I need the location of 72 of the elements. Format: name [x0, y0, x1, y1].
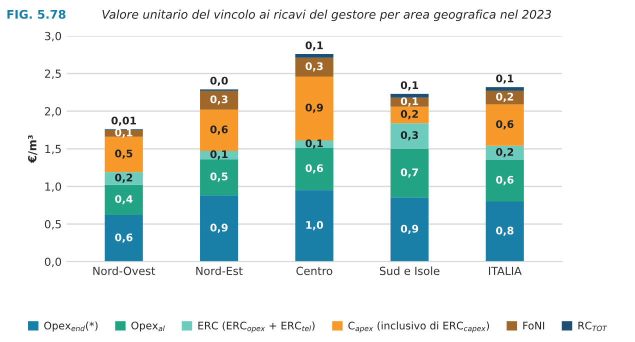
data-label: 0,5: [210, 172, 228, 182]
x-tick-label: Sud e Isole: [380, 266, 440, 276]
bar: [390, 94, 429, 98]
x-tick-label: Centro: [296, 266, 332, 276]
bar: [390, 198, 429, 262]
data-label: 0,3: [210, 95, 228, 105]
legend-label: FoNI: [523, 322, 544, 330]
data-label: 0,1: [400, 81, 418, 90]
y-tick-label: 2,5: [44, 70, 61, 80]
data-label: 0,9: [210, 224, 228, 233]
data-label: 0,5: [115, 150, 132, 159]
y-tick-label: 0,5: [44, 220, 61, 230]
bar: [486, 87, 524, 91]
bar: [295, 76, 334, 140]
y-axis-title: €/m³: [28, 135, 38, 164]
data-label: 0,1: [400, 97, 418, 106]
bar: [200, 195, 238, 262]
x-tick-label: Nord-Est: [196, 266, 243, 276]
legend-label: Opex$_{al}$: [131, 322, 165, 332]
bar: [104, 184, 143, 215]
y-tick-label: 2,0: [44, 107, 62, 117]
bar: [486, 201, 524, 262]
bar: [390, 148, 429, 198]
bar: [104, 214, 143, 262]
data-label: 0,2: [496, 148, 514, 158]
bar: [295, 54, 334, 58]
chart-title: Valore unitario del vincolo ai ricavi del gestore per area geografica nel 2023: [102, 10, 552, 22]
y-tick-label: 1,5: [45, 144, 61, 154]
legend-label: ERC (ERC$_{opex}$ + ERC$_{tel}$): [198, 321, 315, 333]
y-tick-label: 1,0: [45, 182, 62, 192]
bar: [486, 160, 524, 202]
data-label: 0,1: [210, 150, 228, 160]
data-label: 0,2: [115, 174, 132, 183]
bar: [295, 148, 334, 190]
x-tick-label: ITALIA: [488, 266, 522, 275]
data-label: 0,6: [115, 233, 132, 243]
bar: [104, 136, 143, 172]
data-label: 0,6: [496, 176, 514, 186]
bar: [390, 123, 429, 149]
data-label: 0,7: [400, 168, 418, 178]
data-label: 0,4: [115, 195, 133, 204]
legend-label: Opex$_{end}$(*): [44, 321, 98, 332]
data-label: 1,0: [306, 221, 324, 230]
data-label: 0,6: [306, 164, 323, 174]
data-label: 0,1: [115, 128, 132, 138]
legend-label: C$_{apex}$ (inclusivo di ERC$_{capex}$): [348, 321, 489, 333]
data-label: 0,9: [400, 224, 418, 234]
y-tick-label: 3,0: [44, 32, 62, 42]
data-label: 0,3: [306, 62, 323, 72]
data-label: 0,1: [306, 41, 323, 51]
data-label: 0,1: [496, 74, 514, 84]
data-label: 0,3: [400, 131, 418, 140]
y-tick-label: 0,0: [44, 258, 62, 268]
data-label: 0,2: [496, 92, 514, 102]
x-tick-label: Nord-Ovest: [93, 266, 156, 276]
data-label: 0,2: [400, 110, 418, 120]
data-label: 0,6: [496, 120, 514, 130]
bar: [200, 90, 238, 110]
bar: [486, 104, 524, 146]
data-label: 0,1: [306, 139, 323, 149]
data-label: 0,0: [210, 76, 228, 86]
data-label: 0,01: [111, 116, 136, 126]
legend-label: RC$_{TOT}$: [578, 322, 608, 332]
bar: [295, 190, 334, 262]
caption: FIG. 5.78: [7, 10, 66, 19]
data-label: 0,9: [306, 104, 323, 113]
data-label: 0,6: [210, 125, 228, 135]
data-label: 0,8: [496, 226, 514, 236]
bar: [200, 159, 238, 196]
bar: [200, 110, 238, 152]
bar: [390, 106, 429, 124]
bar: [295, 58, 334, 77]
